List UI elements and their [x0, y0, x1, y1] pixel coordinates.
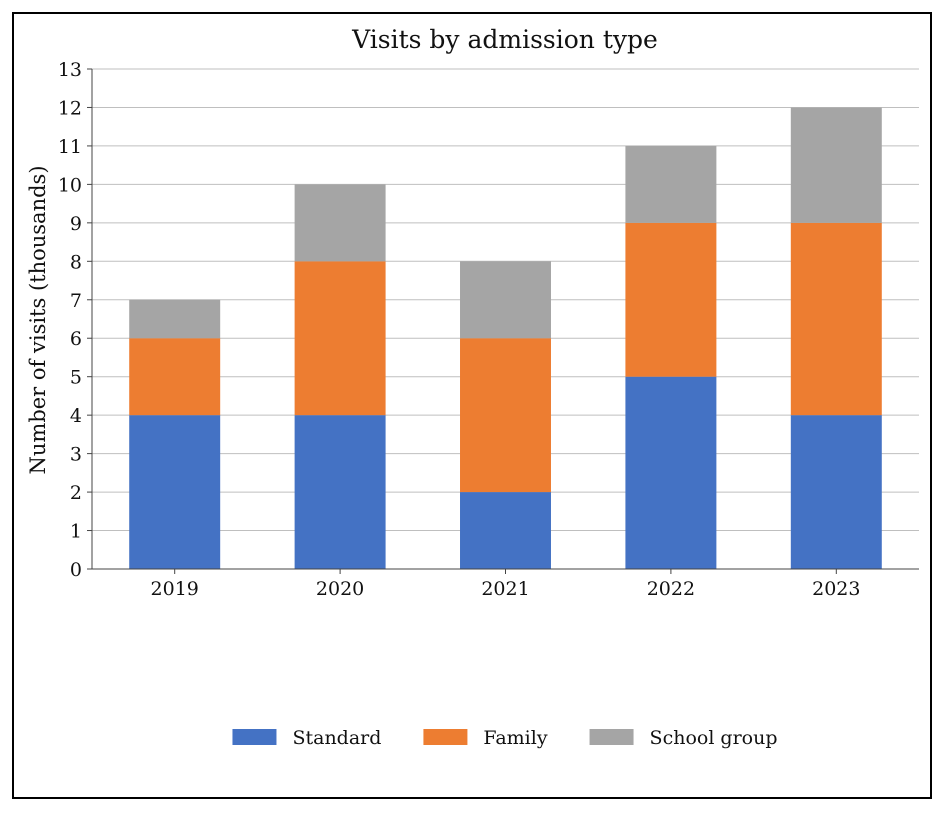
- bar-school-group-2023: [790, 107, 882, 223]
- x-tick-label: 2021: [481, 578, 529, 600]
- bar-standard-2020: [294, 415, 386, 569]
- legend-label: School group: [650, 727, 778, 749]
- bar-standard-2022: [625, 376, 717, 569]
- y-tick-label: 8: [70, 251, 82, 273]
- legend-swatch-family: [423, 729, 468, 745]
- y-tick-label: 10: [58, 174, 82, 196]
- y-tick-label: 1: [70, 521, 82, 543]
- y-tick-label: 7: [70, 290, 82, 312]
- bar-family-2021: [460, 338, 551, 493]
- x-tick-label: 2019: [151, 578, 199, 600]
- bar-family-2022: [625, 222, 717, 377]
- bar-standard-2021: [460, 492, 551, 569]
- legend: Standard Family School group: [232, 727, 778, 749]
- bars: [129, 107, 882, 569]
- y-tick-label: 2: [70, 482, 82, 504]
- bar-family-2020: [294, 261, 386, 416]
- y-tick-label: 0: [70, 559, 82, 581]
- y-tick-label: 6: [70, 328, 82, 350]
- bar-standard-2023: [790, 415, 882, 569]
- legend-label: Standard: [292, 727, 381, 749]
- gridlines: [92, 68, 919, 532]
- bar-school-group-2020: [294, 184, 386, 262]
- bar-school-group-2022: [625, 145, 717, 223]
- y-tick-label: 5: [70, 367, 82, 389]
- x-tick-label: 2022: [647, 578, 695, 600]
- y-axis-label: Number of visits (thousands): [26, 165, 50, 474]
- bar-standard-2019: [129, 415, 221, 569]
- legend-swatch-school-group: [589, 729, 634, 745]
- x-tick-labels: 2019 2020 2021 2022 2023: [151, 569, 860, 600]
- y-tick-label: 13: [58, 59, 82, 81]
- bar-family-2019: [129, 338, 221, 416]
- y-tick-label: 11: [58, 136, 82, 158]
- legend-swatch-standard: [232, 729, 277, 745]
- legend-label: Family: [483, 727, 547, 749]
- y-tick-label: 12: [58, 97, 82, 119]
- x-tick-label: 2020: [316, 578, 364, 600]
- chart-title: Visits by admission type: [351, 25, 658, 54]
- y-tick-label: 3: [70, 444, 82, 466]
- bar-school-group-2019: [129, 299, 221, 339]
- bar-school-group-2021: [460, 261, 551, 339]
- y-tick-label: 9: [70, 213, 82, 235]
- x-tick-label: 2023: [812, 578, 860, 600]
- y-tick-label: 4: [70, 405, 82, 427]
- bar-family-2023: [790, 222, 882, 416]
